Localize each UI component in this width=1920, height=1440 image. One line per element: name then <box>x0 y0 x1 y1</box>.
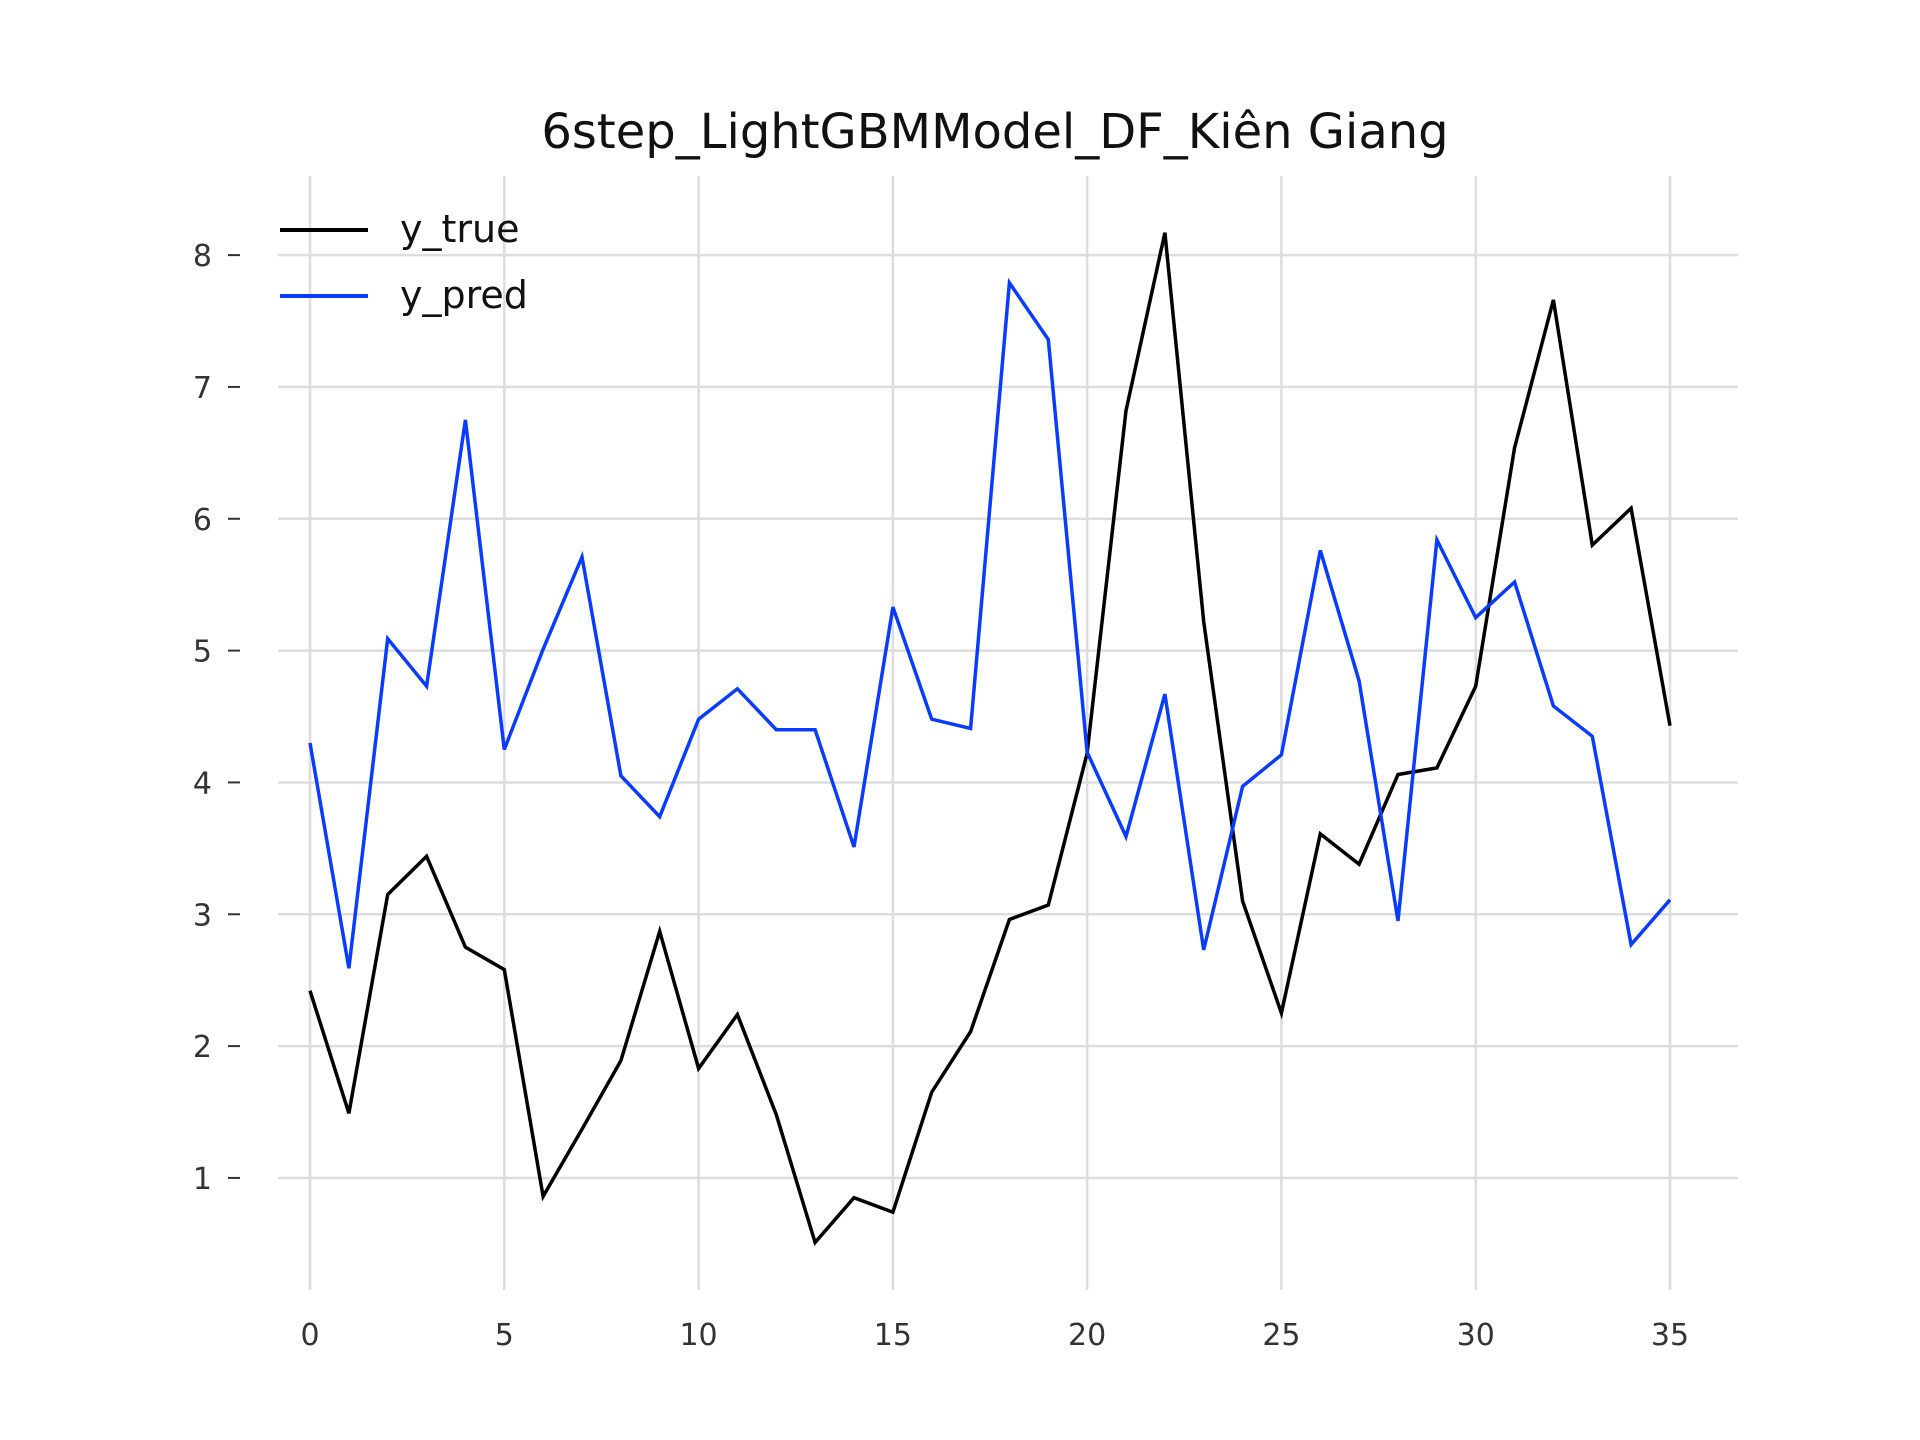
x-tick-label: 30 <box>1457 1318 1495 1353</box>
grid <box>278 176 1738 1290</box>
chart-title: 6step_LightGBMModel_DF_Kiên Giang <box>541 104 1448 160</box>
x-tick-label: 10 <box>679 1318 717 1353</box>
legend-label: y_true <box>400 207 519 251</box>
series-line-y-pred <box>308 277 1672 969</box>
y-tick-label: 2 <box>193 1030 212 1065</box>
y-tick-label: 3 <box>193 898 212 933</box>
legend: y_true y_pred <box>280 207 528 317</box>
x-tick-label: 15 <box>874 1318 912 1353</box>
legend-label: y_pred <box>400 273 528 317</box>
y-tick-label: 5 <box>193 635 212 670</box>
series-lines <box>308 232 1672 1247</box>
x-tick-label: 5 <box>495 1318 514 1353</box>
y-tick-label: 4 <box>193 766 212 801</box>
y-axis: 1 2 3 4 5 6 7 8 <box>193 239 240 1197</box>
x-axis: 0 5 10 15 20 25 30 35 <box>300 1318 1689 1353</box>
x-tick-label: 35 <box>1651 1318 1689 1353</box>
y-tick-label: 1 <box>193 1162 212 1197</box>
x-tick-label: 20 <box>1068 1318 1106 1353</box>
x-tick-label: 0 <box>300 1318 319 1353</box>
y-tick-label: 8 <box>193 239 212 274</box>
series-line-y-true <box>308 232 1672 1247</box>
y-tick-label: 6 <box>193 503 212 538</box>
y-tick-label: 7 <box>193 371 212 406</box>
x-tick-label: 25 <box>1262 1318 1300 1353</box>
